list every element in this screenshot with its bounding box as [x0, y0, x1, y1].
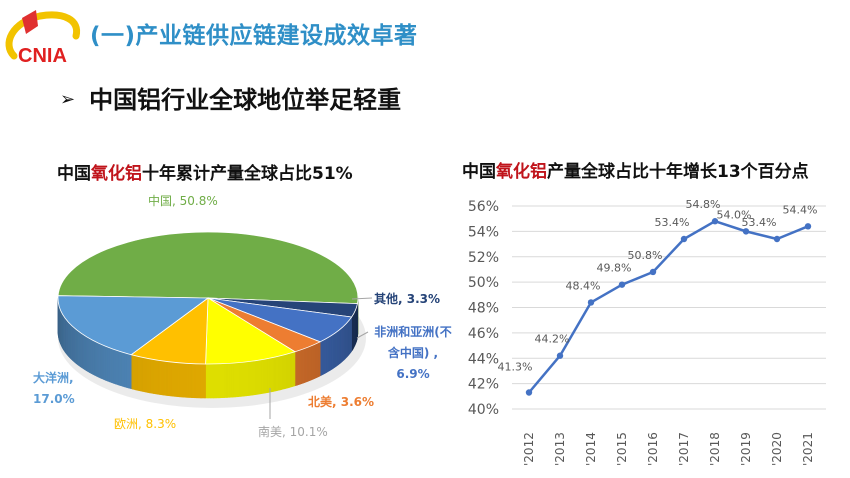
- x-tick-label: '2015: [615, 432, 629, 466]
- data-point-marker: [556, 352, 564, 359]
- y-tick-label: 44%: [468, 351, 499, 367]
- pie-title-suffix: 十年累计产量全球占比51%: [142, 164, 353, 184]
- data-point-marker: [587, 299, 595, 306]
- x-tick-label: '2021: [801, 432, 815, 466]
- pie-slice-4: [205, 297, 296, 365]
- y-tick-label: 40%: [468, 402, 499, 418]
- data-label: 53.4%: [655, 216, 690, 229]
- pie-label-oceania-line2: 17.0%: [33, 392, 75, 406]
- logo-flag: [22, 10, 38, 34]
- pie-label-oceania-line1: 大洋洲,: [33, 371, 74, 385]
- line-series: [528, 219, 809, 394]
- pie-slice-6: [57, 295, 210, 356]
- page-title: (一)产业链供应链建设成效卓著: [90, 23, 418, 49]
- pie-chart-title: 中国氧化铝十年累计产量全球占比51%: [57, 159, 353, 184]
- arrow-bullet-icon: ➢: [60, 89, 76, 110]
- data-label: 49.8%: [597, 262, 632, 275]
- y-tick-label: 48%: [468, 301, 499, 317]
- x-tick-label: '2014: [584, 432, 598, 466]
- x-tick-label: '2017: [677, 432, 691, 466]
- y-tick-label: 42%: [468, 377, 499, 393]
- data-label: 50.8%: [628, 249, 663, 262]
- data-label: 48.4%: [566, 279, 601, 292]
- y-tick-label: 50%: [468, 275, 499, 291]
- data-label: 44.2%: [535, 333, 570, 346]
- data-point-marker: [804, 223, 812, 230]
- pie-side-walls: [57, 296, 359, 399]
- data-point-marker: [525, 389, 533, 396]
- line-title-highlight: 氧化铝: [496, 162, 547, 182]
- pie-label-africa-asia: 非洲和亚洲(不 含中国) , 6.9%: [368, 322, 458, 385]
- data-point-marker: [618, 281, 626, 288]
- pie-label-oceania: 大洋洲, 17.0%: [33, 368, 75, 410]
- data-label: 54.8%: [686, 198, 721, 211]
- pie-label-north-america: 北美, 3.6%: [308, 395, 375, 409]
- pie-label-africa-asia-line3: 6.9%: [396, 367, 430, 381]
- data-point-marker: [773, 235, 781, 243]
- y-tick-label: 46%: [468, 326, 499, 342]
- pie-top: [57, 231, 359, 365]
- pie-title-highlight: 氧化铝: [91, 164, 142, 184]
- pie-label-europe: 欧洲, 8.3%: [114, 417, 177, 431]
- data-point-marker: [649, 268, 657, 276]
- pie-slice-0: [57, 231, 359, 305]
- section-heading-text: 中国铝行业全球地位举足轻重: [89, 86, 402, 114]
- pie-label-africa-asia-line1: 非洲和亚洲(不: [374, 325, 452, 339]
- y-tick-label: 54%: [468, 224, 499, 240]
- section-heading: ➢ 中国铝行业全球地位举足轻重: [60, 80, 401, 115]
- pie-label-africa-asia-line2: 含中国) ,: [387, 346, 439, 360]
- pie-chart: [57, 231, 373, 419]
- data-point-marker: [711, 218, 719, 225]
- x-tick-label: '2020: [770, 432, 784, 466]
- data-point-marker: [742, 228, 750, 235]
- svg-text:CNIA: CNIA: [18, 45, 67, 66]
- line-title-suffix: 产量全球占比十年增长13个百分点: [547, 162, 809, 182]
- cnia-logo: CNIA: [2, 4, 84, 67]
- x-tick-label: '2016: [646, 432, 660, 466]
- x-tick-label: '2019: [739, 432, 753, 466]
- data-label: 53.4%: [742, 216, 777, 229]
- data-label: 54.4%: [783, 203, 818, 216]
- data-label: 41.3%: [498, 361, 533, 374]
- y-tick-label: 52%: [468, 250, 499, 266]
- x-tick-label: '2018: [708, 432, 722, 466]
- x-tick-label: '2012: [522, 432, 536, 466]
- data-point-marker: [680, 235, 688, 243]
- y-tick-label: 56%: [468, 199, 499, 215]
- x-tick-label: '2013: [553, 432, 567, 466]
- line-chart-title: 中国氧化铝产量全球占比十年增长13个百分点: [462, 157, 809, 182]
- pie-title-prefix: 中国: [57, 164, 91, 184]
- pie-label-other: 其他, 3.3%: [374, 292, 441, 306]
- logo-swoosh: [5, 11, 81, 60]
- pie-label-china: 中国, 50.8%: [148, 194, 218, 208]
- data-label: 54.0%: [717, 208, 752, 221]
- line-title-prefix: 中国: [462, 162, 496, 182]
- pie-label-south-america: 南美, 10.1%: [258, 425, 328, 439]
